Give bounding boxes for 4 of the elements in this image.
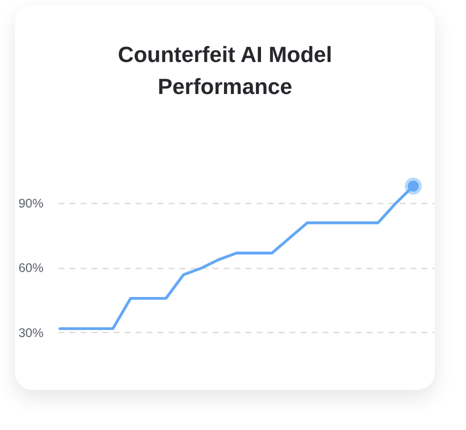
chart-title: Counterfeit AI Model Performance (116, 41, 334, 101)
y-tick-label: 60% (18, 261, 44, 276)
y-tick-label: 90% (18, 196, 44, 210)
y-tick-label: 30% (18, 326, 44, 340)
